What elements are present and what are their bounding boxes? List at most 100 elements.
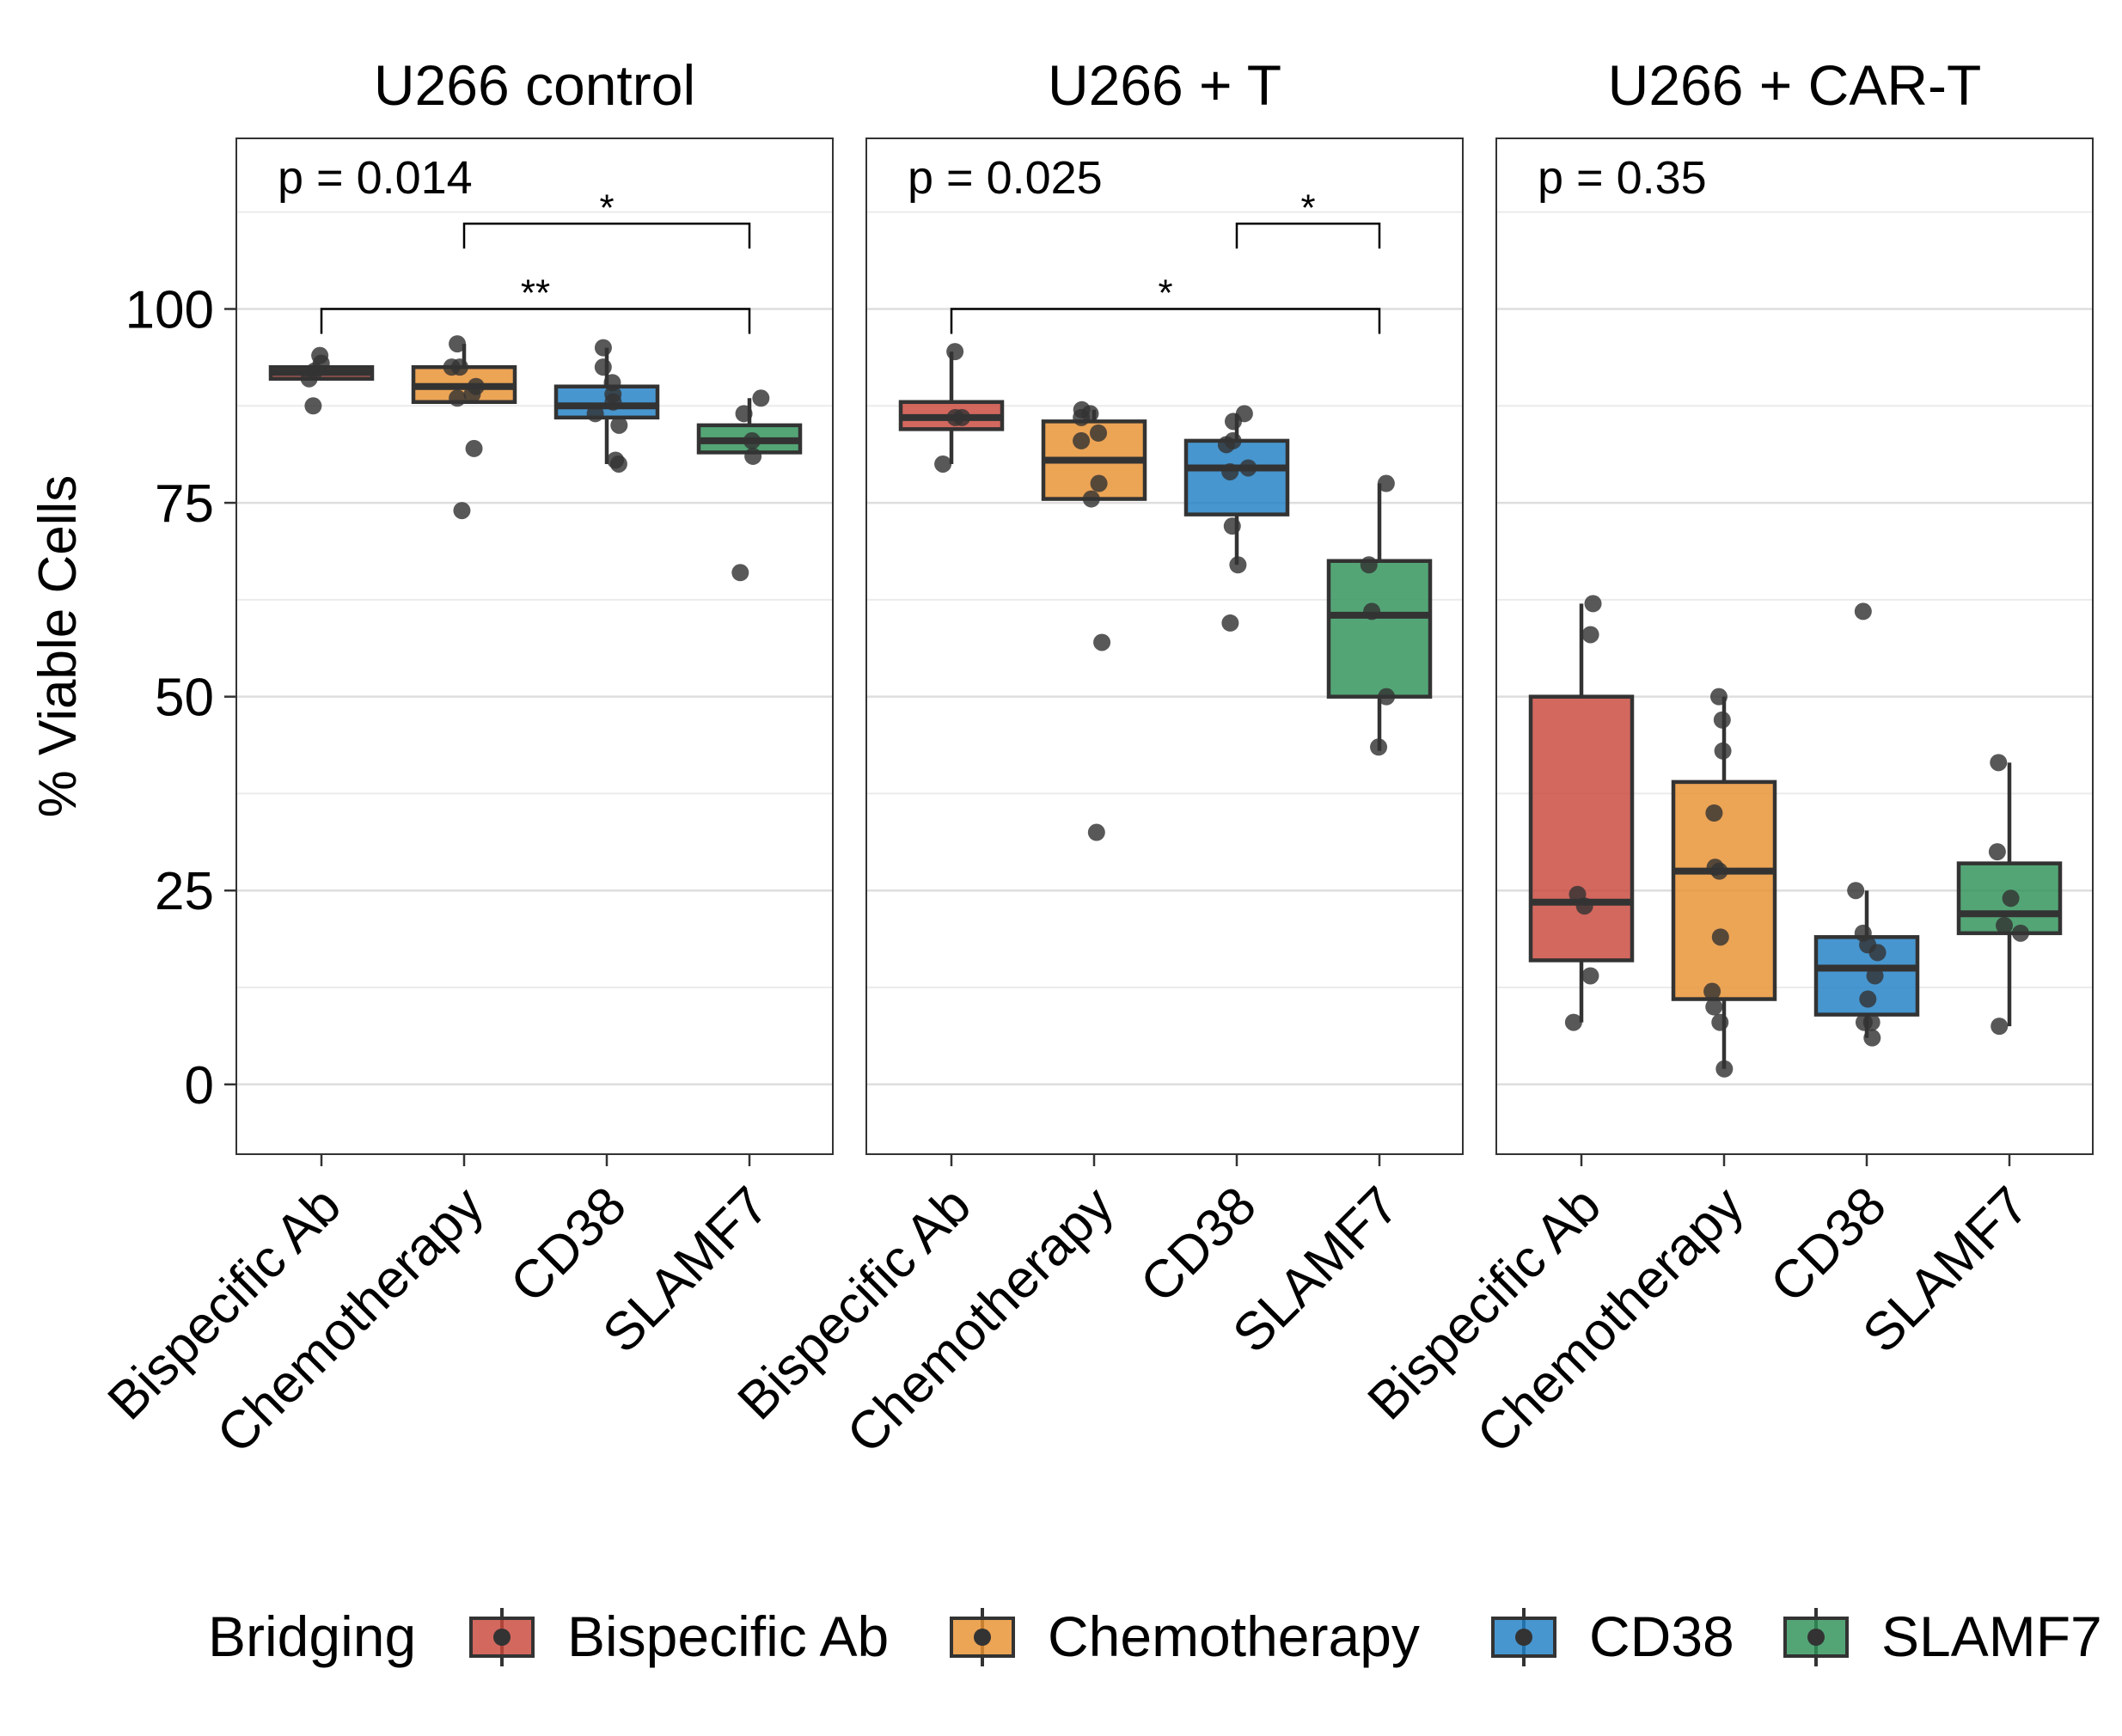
legend-label: CD38 <box>1589 1605 1734 1668</box>
panel-title: U266 control <box>374 53 695 117</box>
data-point <box>1709 688 1728 706</box>
data-point <box>1988 843 2006 861</box>
data-point <box>586 405 604 423</box>
data-point <box>1223 517 1241 535</box>
panel-border <box>1495 138 2094 1155</box>
legend-key-point <box>1807 1629 1825 1646</box>
data-point <box>1229 556 1247 574</box>
data-point <box>1991 1018 2009 1036</box>
x-tick-label: CD38 <box>1129 1176 1268 1314</box>
box-cd38 <box>1813 602 1920 1047</box>
box-slamf7 <box>1326 474 1433 756</box>
data-point <box>1581 967 1599 985</box>
box-slamf7 <box>1956 754 2063 1036</box>
significance-bracket: ** <box>320 272 751 334</box>
legend-entry-chemotherapy: Chemotherapy <box>950 1605 1420 1668</box>
data-point <box>1711 928 1729 946</box>
y-tick-label: 100 <box>125 281 214 340</box>
significance-bracket: * <box>462 186 751 249</box>
data-point <box>1073 408 1091 426</box>
box-chemotherapy <box>411 335 517 520</box>
data-point <box>465 439 483 457</box>
legend-entry-cd38: CD38 <box>1491 1605 1734 1668</box>
data-point <box>934 455 952 473</box>
data-point <box>731 564 749 582</box>
data-point <box>744 447 762 465</box>
data-point <box>304 397 322 415</box>
data-point <box>443 358 461 376</box>
data-point <box>1377 474 1395 492</box>
data-point <box>1221 614 1239 632</box>
box-iqr <box>1528 694 1635 963</box>
data-point <box>300 370 318 388</box>
data-point <box>453 502 471 520</box>
legend-label: SLAMF7 <box>1881 1605 2102 1668</box>
data-point <box>1859 990 1877 1008</box>
data-point <box>1073 431 1091 449</box>
legend-entry-bispecific-ab: Bispecific Ab <box>469 1605 889 1668</box>
data-point <box>1564 1013 1582 1031</box>
data-point <box>1360 556 1378 574</box>
box-chemotherapy <box>1041 400 1147 841</box>
bracket-line <box>462 223 751 249</box>
data-point <box>1581 626 1599 644</box>
bracket-line <box>320 308 751 334</box>
box-bispecific-ab <box>268 346 375 415</box>
x-tick-label: CD38 <box>1759 1176 1898 1314</box>
y-axis-label: % Viable Cells <box>28 475 88 818</box>
data-point <box>594 358 612 376</box>
data-point <box>2002 889 2020 908</box>
data-point <box>1862 1013 1880 1031</box>
data-point <box>1575 897 1593 915</box>
x-tick-label: CD38 <box>499 1176 638 1314</box>
legend-key-point <box>974 1629 991 1646</box>
data-point <box>1217 436 1235 454</box>
p-value-label: p = 0.35 <box>1538 152 1707 204</box>
data-point <box>610 416 628 434</box>
data-point <box>1847 882 1865 900</box>
data-point <box>1705 804 1723 822</box>
box-cd38 <box>553 339 660 473</box>
data-point <box>1082 490 1100 508</box>
p-value-label: p = 0.014 <box>278 152 473 204</box>
panel-border <box>235 138 834 1155</box>
data-point <box>1378 688 1396 706</box>
data-point <box>1221 462 1239 480</box>
panel-title: U266 + T <box>1048 53 1281 117</box>
panel-2: U266 + Tp = 0.025**Bispecific AbChemothe… <box>727 53 1464 1464</box>
box-cd38 <box>1183 405 1290 632</box>
significance-label: * <box>599 186 614 229</box>
legend-key-point <box>1515 1629 1532 1646</box>
y-tick-label: 50 <box>155 669 214 728</box>
data-point <box>735 405 753 423</box>
legend-label: Bispecific Ab <box>567 1605 889 1668</box>
data-point <box>1239 459 1257 477</box>
legend-entry-slamf7: SLAMF7 <box>1783 1605 2102 1668</box>
data-point <box>1854 602 1872 620</box>
box-bispecific-ab <box>1528 595 1635 1031</box>
legend-title: Bridging <box>208 1605 416 1668</box>
box-iqr <box>1671 779 1777 1001</box>
y-tick-label: 0 <box>185 1056 214 1116</box>
data-point <box>752 389 770 407</box>
data-point <box>1705 998 1723 1016</box>
data-point <box>2011 924 2029 942</box>
data-point <box>946 408 964 426</box>
box-iqr <box>1326 559 1433 699</box>
legend-key-box <box>950 1617 1015 1658</box>
box-bispecific-ab <box>898 343 1005 473</box>
legend-label: Chemotherapy <box>1048 1605 1420 1668</box>
data-point <box>1584 595 1602 613</box>
data-point <box>1868 944 1887 962</box>
data-point <box>1703 982 1721 1000</box>
data-point <box>1710 862 1728 880</box>
significance-bracket: * <box>1235 186 1381 249</box>
data-point <box>1363 602 1381 620</box>
y-tick-label: 25 <box>155 862 214 921</box>
data-point <box>1370 738 1388 756</box>
data-point <box>1093 633 1111 651</box>
p-value-label: p = 0.025 <box>908 152 1103 204</box>
data-point <box>743 431 761 449</box>
